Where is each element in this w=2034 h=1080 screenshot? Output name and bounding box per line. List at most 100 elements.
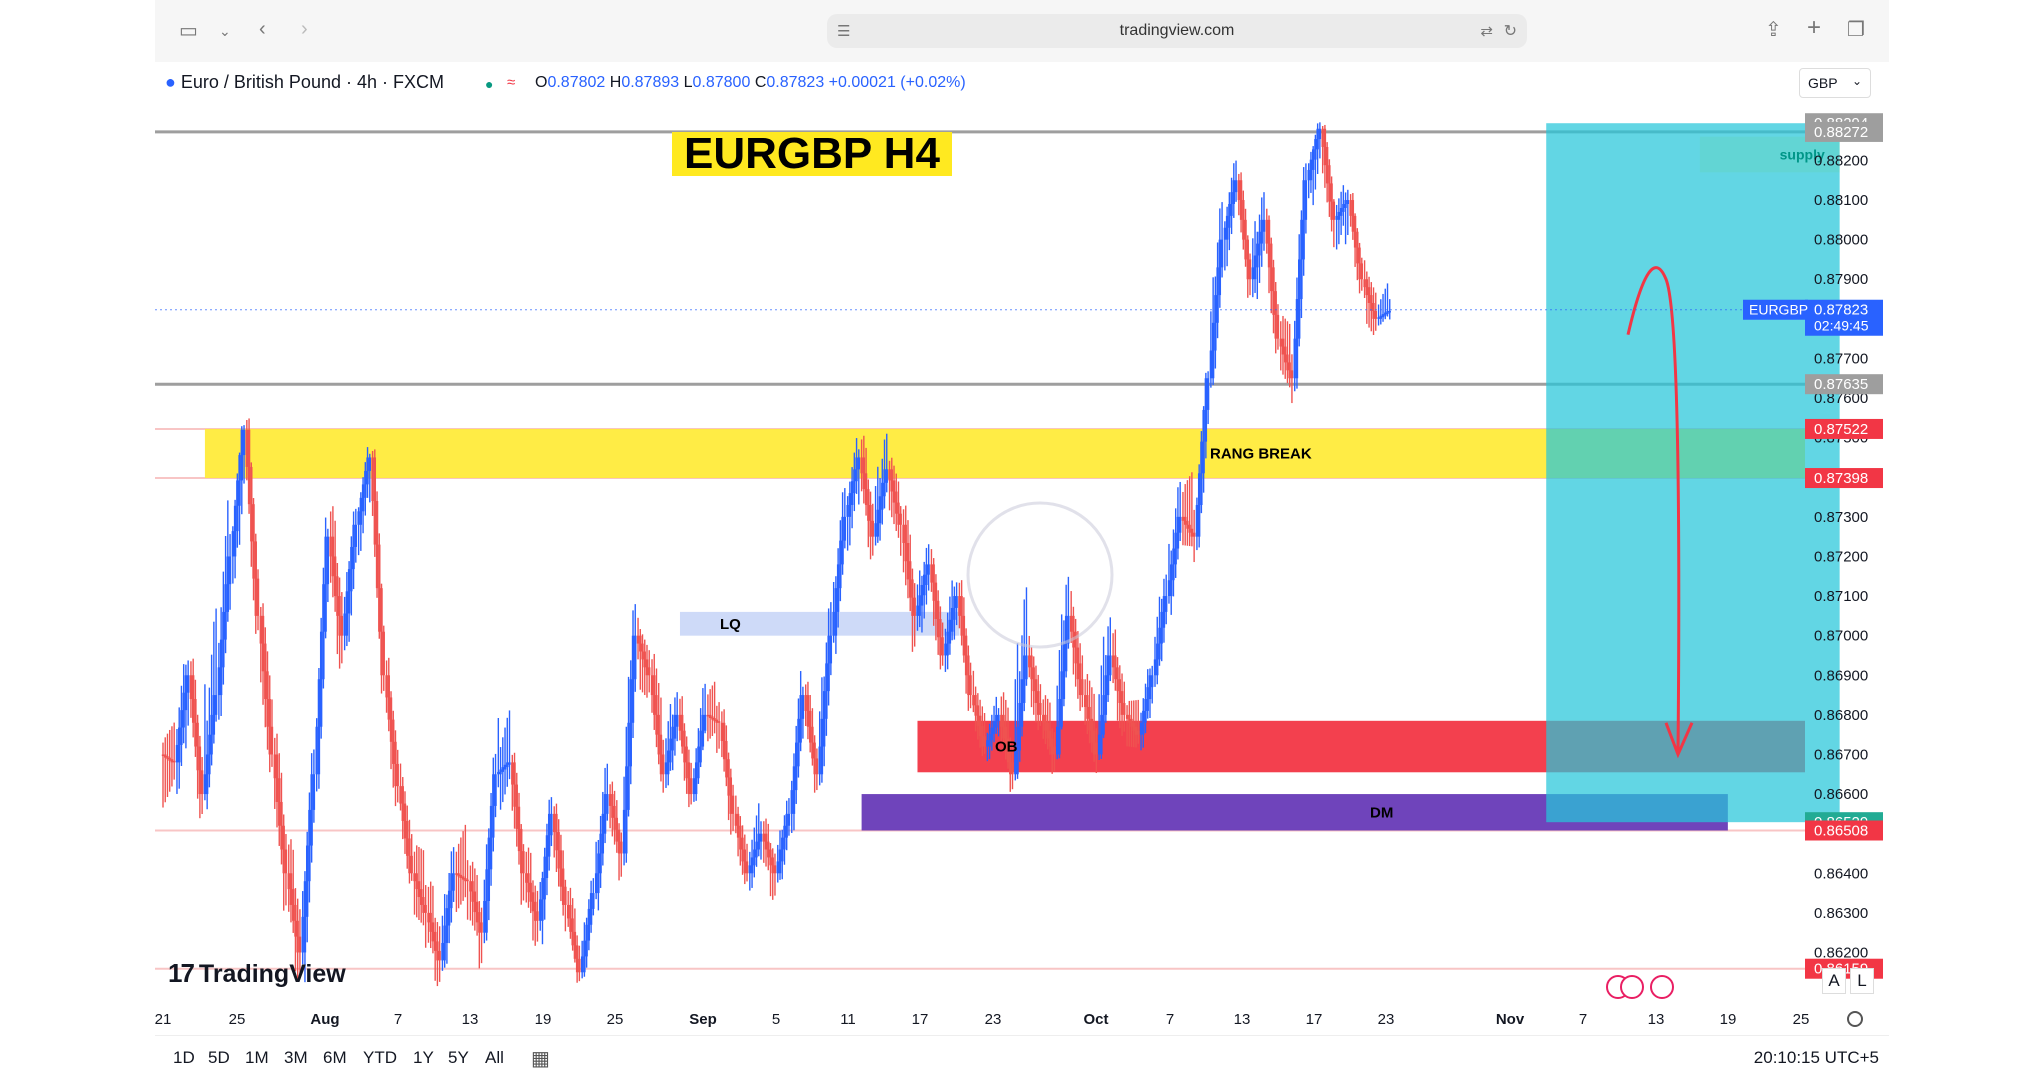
candle-body: [378, 544, 381, 632]
candle-body: [541, 878, 544, 921]
candle-body: [1316, 128, 1319, 150]
candle-body: [1248, 259, 1252, 280]
candle-body: [820, 718, 824, 775]
candle-body: [1014, 750, 1017, 775]
candle-body: [1300, 219, 1303, 300]
tabs-overview-icon[interactable]: ❐: [1847, 19, 1865, 41]
candle-body: [1134, 726, 1138, 735]
x-tick-label: Oct: [1083, 1011, 1108, 1028]
countdown-label: 02:49:45: [1814, 318, 1869, 334]
candle-body: [664, 762, 668, 775]
candle-body: [406, 821, 409, 856]
range-1d[interactable]: 1D: [173, 1048, 195, 1067]
auto-scale-button[interactable]: A: [1822, 968, 1846, 994]
high-value: 0.87893: [621, 74, 680, 91]
candle-body: [699, 730, 702, 763]
candle-body: [689, 778, 693, 795]
candle-body: [1130, 718, 1133, 727]
candle-body: [447, 890, 451, 926]
candle-body: [1256, 243, 1259, 268]
candle-body: [485, 869, 488, 933]
candle-body: [659, 734, 663, 775]
candle-body: [1330, 183, 1333, 220]
candle-body: [597, 853, 600, 894]
translate-icon[interactable]: ⇄: [1480, 23, 1493, 40]
price-label: 0.87635: [1814, 376, 1868, 393]
candle-body: [261, 615, 265, 672]
candle-body: [871, 520, 874, 537]
candle-body: [1279, 338, 1282, 347]
candle-body: [601, 813, 605, 854]
share-icon[interactable]: ⇪: [1765, 19, 1782, 41]
page-menu-icon[interactable]: ☰: [837, 23, 851, 40]
range-1y[interactable]: 1Y: [413, 1048, 434, 1067]
new-tab-icon[interactable]: +: [1807, 14, 1822, 41]
range-6m[interactable]: 6M: [323, 1048, 347, 1067]
candle-body: [1160, 611, 1163, 644]
back-icon[interactable]: ‹: [259, 18, 266, 40]
candle-body: [995, 714, 998, 728]
candle-body: [252, 504, 255, 579]
candle-body: [373, 457, 377, 545]
candle-body: [1118, 679, 1121, 703]
y-tick-label: 0.86200: [1814, 944, 1868, 961]
candle-body: [731, 795, 735, 814]
candle-body: [1232, 180, 1236, 205]
candle-body: [1370, 295, 1373, 311]
x-tick-label: 21: [155, 1011, 172, 1028]
reload-icon[interactable]: ↻: [1503, 23, 1517, 40]
candle-body: [1114, 655, 1117, 680]
candle-body: [1123, 702, 1126, 715]
candle-body: [256, 578, 260, 616]
candle-body: [631, 635, 635, 723]
candle-body: [750, 857, 754, 874]
candle-body: [960, 596, 963, 636]
tradingview-logo[interactable]: 17 TradingView: [168, 958, 346, 989]
candle-body: [913, 597, 916, 616]
candle-body: [503, 764, 507, 770]
candle-body: [343, 613, 346, 636]
candle-body: [268, 699, 271, 755]
candle-body: [413, 873, 416, 882]
log-scale-button[interactable]: L: [1850, 968, 1874, 994]
range-3m[interactable]: 3M: [284, 1048, 308, 1067]
symbol-title[interactable]: ● Euro / British Pound · 4h · FXCM: [165, 72, 444, 93]
candle-body: [1358, 247, 1361, 280]
clock-readout[interactable]: 20:10:15 UTC+5: [1753, 1048, 1879, 1067]
low-value: 0.87800: [692, 74, 751, 91]
range-all[interactable]: All: [485, 1048, 504, 1067]
candle-body: [1167, 580, 1171, 597]
sidebar-toggle-icon[interactable]: ▭: [179, 20, 198, 42]
range-5y[interactable]: 5Y: [448, 1048, 469, 1067]
candle-body: [653, 675, 656, 715]
candle-body: [745, 861, 749, 874]
candle-body: [543, 856, 546, 900]
candle-body: [736, 813, 740, 838]
candle-body: [1384, 312, 1387, 316]
forward-icon[interactable]: ›: [301, 18, 308, 40]
candle-body: [629, 679, 632, 767]
candle-body: [382, 631, 385, 676]
calendar-icon[interactable]: ▦: [531, 1048, 550, 1070]
candle-body: [1220, 239, 1224, 268]
candle-body: [1253, 255, 1257, 280]
range-1m[interactable]: 1M: [245, 1048, 269, 1067]
candle-body: [804, 695, 807, 711]
candle-body: [364, 470, 367, 498]
candle-body: [603, 794, 607, 834]
candle-body: [930, 564, 933, 583]
candle-body: [806, 695, 810, 727]
y-tick-label: 0.88200: [1814, 152, 1868, 169]
address-bar[interactable]: ☰ tradingview.com ⇄ ↻: [827, 14, 1527, 48]
currency-select[interactable]: GBP ⌄: [1799, 68, 1871, 98]
candle-body: [1388, 310, 1391, 313]
candle-body: [226, 556, 230, 612]
chevron-down-icon[interactable]: ⌄: [219, 23, 231, 39]
candle-body: [455, 873, 458, 875]
candle-body: [594, 873, 598, 894]
candle-body: [1346, 200, 1350, 205]
candle-body: [1144, 699, 1147, 723]
range-ytd[interactable]: YTD: [363, 1048, 397, 1067]
range-5d[interactable]: 5D: [208, 1048, 230, 1067]
